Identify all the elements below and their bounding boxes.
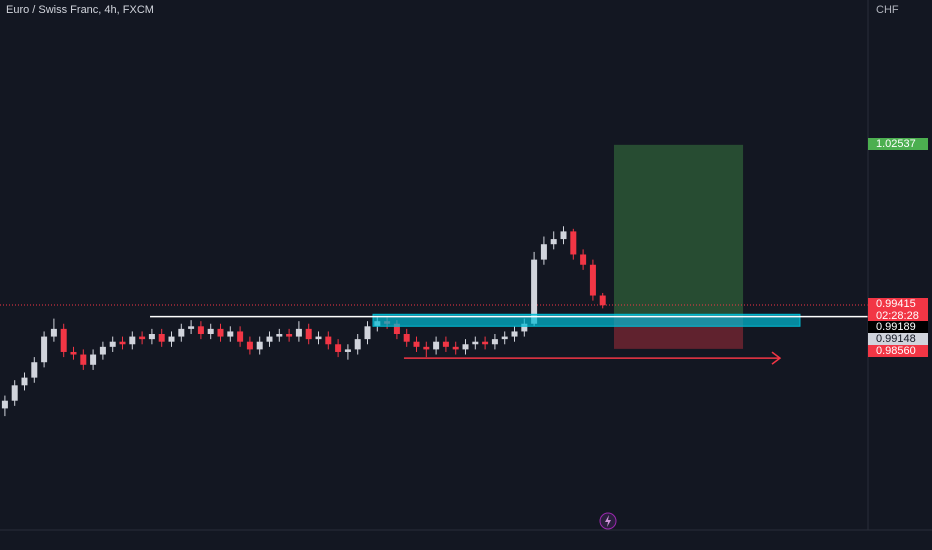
candle-body: [237, 331, 244, 342]
candle-body: [119, 341, 126, 345]
candle-body: [227, 331, 234, 337]
price-label: 02:28:28: [876, 310, 919, 322]
candle-body: [482, 341, 489, 345]
candle-body: [1, 400, 8, 409]
price-label: 1.02537: [876, 138, 916, 150]
candle-body: [344, 349, 351, 352]
candle-body: [531, 259, 538, 324]
candle-body: [158, 334, 165, 342]
candle-body: [207, 328, 214, 335]
candle-body: [60, 328, 67, 352]
candle-body: [560, 231, 567, 240]
candle-body: [511, 331, 518, 337]
candle-body: [70, 351, 77, 355]
candle-body: [266, 336, 273, 342]
drawings-top: [150, 313, 868, 365]
candle-body: [295, 328, 302, 337]
support-zone: [372, 313, 801, 327]
candle-body: [148, 334, 155, 340]
candle-body: [335, 344, 342, 352]
candle-body: [315, 336, 322, 340]
candle-body: [589, 264, 596, 296]
candle-body: [305, 328, 312, 340]
candle-body: [246, 341, 253, 350]
candle-body: [21, 377, 28, 386]
price-label-box: [868, 333, 928, 345]
candle-body: [521, 323, 528, 332]
candle-body: [11, 385, 18, 401]
candle-body: [90, 354, 97, 365]
price-label: 0.99189: [876, 321, 916, 333]
candle-body: [31, 362, 38, 378]
price-label: 0.99148: [876, 333, 916, 345]
candle-body: [217, 328, 224, 337]
candle-body: [501, 336, 508, 340]
candle-body: [286, 334, 293, 337]
price-label: 0.98560: [876, 345, 916, 357]
candle-body: [139, 336, 146, 340]
candle-body: [580, 254, 587, 265]
candle-body: [550, 239, 557, 245]
candle-body: [41, 336, 48, 363]
price-label-box: [868, 310, 928, 322]
candle-body: [364, 326, 371, 340]
candle-body: [540, 244, 547, 260]
price-label-box: [868, 298, 928, 310]
candle-body: [472, 341, 479, 345]
price-label-box: [868, 321, 928, 333]
candle-body: [413, 341, 420, 347]
candle-body: [433, 341, 440, 350]
candle-body: [599, 295, 606, 306]
chart-title: Euro / Swiss Franc, 4h, FXCM: [6, 4, 154, 16]
price-labels: 1.02537 0.9941502:28:280.991890.991480.98…: [868, 138, 928, 357]
candle-body: [354, 339, 361, 350]
candle-body: [423, 346, 430, 350]
candle-body: [276, 334, 283, 337]
price-label-box: [868, 345, 928, 357]
candle-body: [452, 346, 459, 350]
candle-body: [570, 231, 577, 255]
event-icon-bolt: [605, 515, 611, 527]
arrow-head: [771, 351, 782, 365]
candle-body: [99, 346, 106, 355]
candle-body: [325, 336, 332, 345]
candle-body: [50, 328, 57, 337]
candle-body: [403, 334, 410, 342]
candle-body: [178, 328, 185, 337]
candle-body: [197, 326, 204, 335]
candle-body: [80, 354, 87, 365]
candle-body: [188, 326, 195, 329]
candle-body: [442, 341, 449, 347]
candle-body: [168, 336, 175, 342]
candle-body: [109, 341, 116, 347]
candle-body: [491, 339, 498, 345]
candle-body: [129, 336, 136, 345]
candle-body: [393, 323, 400, 335]
currency: CHF: [876, 4, 899, 16]
candle-body: [256, 341, 263, 350]
candle-body: [462, 344, 469, 350]
price-label-box: [868, 138, 928, 150]
profit-zone: [613, 144, 744, 317]
price-label: 0.99415: [876, 298, 916, 310]
